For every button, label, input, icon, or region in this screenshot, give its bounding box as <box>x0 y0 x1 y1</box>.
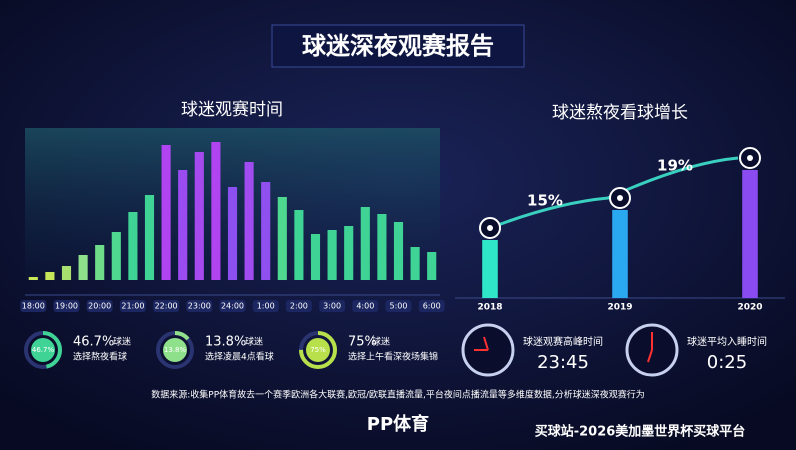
bar <box>28 277 38 280</box>
x-label-bg <box>219 300 246 312</box>
growth-curve <box>489 156 739 230</box>
bar <box>327 230 337 280</box>
donut-label: 46.7% <box>32 346 55 354</box>
clock-time: 23:45 <box>537 352 589 373</box>
x-label-bg <box>285 300 312 312</box>
bar <box>227 187 238 280</box>
stat-line1: 球迷 <box>245 336 263 348</box>
bar <box>742 170 758 298</box>
x-label-bg <box>86 300 113 312</box>
x-tick-label: 23:00 <box>188 302 211 311</box>
bar <box>111 232 121 280</box>
x-tick-label: 1:00 <box>257 302 275 311</box>
x-label-bg <box>418 300 445 312</box>
bar <box>95 245 105 280</box>
chart-title: 球迷熬夜看球增长 <box>552 102 688 123</box>
logo: PP体育 <box>367 413 429 435</box>
bar <box>377 214 387 280</box>
bar <box>410 247 420 280</box>
stat-line2: 选择熬夜看球 <box>73 351 127 363</box>
bar <box>161 145 171 280</box>
clock-hand <box>647 349 653 363</box>
bar <box>244 162 254 280</box>
title-box <box>271 24 525 68</box>
x-tick-label: 2019 <box>607 303 632 313</box>
source-note: 数据来源:收集PP体育故去一个赛季欧洲各大联赛,欧冠/欧联直播流量,平台夜间点播… <box>151 389 645 401</box>
donut-label: 13.8% <box>164 346 187 354</box>
clock-hand <box>483 336 489 351</box>
clock-label: 球迷观赛高峰时间 <box>523 335 603 348</box>
point-dot <box>487 225 493 231</box>
clock-label: 球迷平均入睡时间 <box>687 335 767 348</box>
page-title: 球迷深夜观赛报告 <box>302 32 494 60</box>
x-label-bg <box>319 300 346 312</box>
donut-center <box>163 338 187 362</box>
point-dot <box>747 155 753 161</box>
x-label-bg <box>252 300 279 312</box>
bar <box>612 210 628 298</box>
bar <box>61 266 72 280</box>
x-tick-label: 2020 <box>737 303 762 313</box>
bar <box>45 272 55 280</box>
x-label-bg <box>153 300 180 312</box>
bar <box>360 207 370 280</box>
bar <box>393 222 404 280</box>
bar <box>128 212 138 280</box>
donut-arc <box>156 331 194 369</box>
stat-line2: 选择凌晨4点看球 <box>205 351 274 363</box>
bar <box>294 210 304 280</box>
chart-title: 球迷观赛时间 <box>181 99 283 120</box>
donut-center <box>31 338 55 362</box>
bar <box>277 197 287 280</box>
x-tick-label: 20:00 <box>88 302 111 311</box>
donut-center <box>306 338 330 362</box>
point-dot <box>617 195 623 201</box>
stat-value: 75% <box>348 335 377 350</box>
x-tick-label: 24:00 <box>221 302 244 311</box>
x-tick-label: 19:00 <box>55 302 78 311</box>
bar <box>261 182 271 280</box>
donut-label: 75% <box>310 346 326 354</box>
donut-arc <box>299 331 337 369</box>
clock-time: 0:25 <box>707 352 747 373</box>
bar <box>344 226 354 280</box>
bar <box>482 240 498 298</box>
x-label-bg <box>20 300 47 312</box>
watermark: 买球站-2026美加墨世界杯买球平台 <box>535 424 746 440</box>
donut-arc <box>24 331 62 369</box>
x-label-bg <box>186 300 213 312</box>
x-tick-label: 3:00 <box>323 302 341 311</box>
stat-line1: 球迷 <box>372 336 390 348</box>
bar <box>178 170 188 280</box>
x-tick-label: 22:00 <box>155 302 178 311</box>
x-tick-label: 2:00 <box>290 302 308 311</box>
stat-line2: 选择上午看深夜场集锦 <box>348 351 438 363</box>
x-tick-label: 21:00 <box>121 302 144 311</box>
x-tick-label: 18:00 <box>22 302 45 311</box>
x-label-bg <box>119 300 146 312</box>
bar <box>144 195 155 280</box>
stat-line1: 球迷 <box>113 336 131 348</box>
x-tick-label: 5:00 <box>390 302 408 311</box>
stat-value: 46.7% <box>73 335 114 350</box>
x-tick-label: 2018 <box>477 303 502 313</box>
bar <box>427 252 437 280</box>
bar <box>310 234 321 280</box>
x-label-bg <box>385 300 412 312</box>
x-tick-label: 6:00 <box>423 302 441 311</box>
bar <box>78 255 88 280</box>
x-tick-label: 4:00 <box>356 302 374 311</box>
x-label-bg <box>53 300 80 312</box>
growth-label: 19% <box>657 157 693 175</box>
x-label-bg <box>352 300 379 312</box>
stat-value: 13.8% <box>205 335 246 350</box>
bar <box>194 152 204 280</box>
bar <box>211 142 221 280</box>
growth-label: 15% <box>527 192 563 210</box>
